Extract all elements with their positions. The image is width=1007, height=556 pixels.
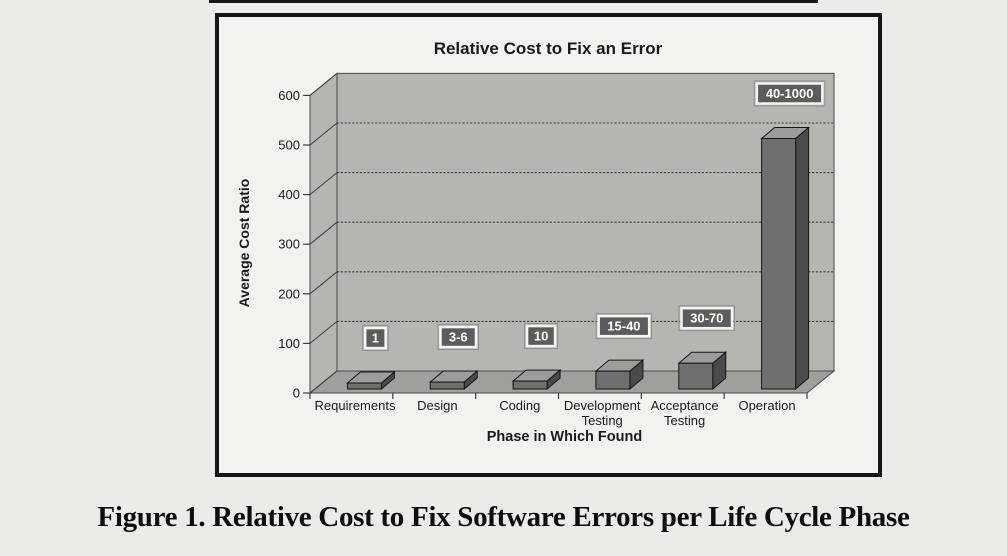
- data-label-box: [363, 326, 387, 350]
- bar-front-face: [429, 381, 465, 390]
- category-label: Design: [417, 398, 457, 413]
- data-label-outer: [524, 323, 559, 350]
- data-label-box: [597, 314, 651, 338]
- y-tick-label: 400: [278, 187, 300, 202]
- y-tick-slant: [309, 321, 338, 344]
- bar-front-face: [512, 380, 548, 390]
- y-tick-slant: [309, 271, 338, 295]
- data-label-outer: [437, 324, 479, 351]
- scan-artifact-line: [209, 0, 818, 3]
- bar-front-face: [678, 362, 714, 390]
- category-label: Operation: [738, 398, 795, 413]
- y-tick-label: 100: [278, 336, 300, 351]
- data-label-text: 40-1000: [766, 86, 814, 101]
- y-tick-slant: [309, 122, 338, 146]
- data-label-box: [525, 324, 557, 348]
- data-label-outer: [753, 80, 826, 107]
- category-label: Development: [564, 398, 641, 413]
- y-tick-slant: [309, 73, 338, 96]
- category-label: Coding: [499, 398, 540, 413]
- category-label: Testing: [582, 413, 623, 428]
- bar-side-face: [795, 126, 810, 391]
- data-label-outer: [678, 305, 735, 332]
- data-label-text: 15-40: [607, 319, 640, 334]
- category-label: Testing: [664, 413, 705, 428]
- y-tick-slant: [309, 370, 338, 394]
- cost-ratio-3d-bar-chart: 0 100 200 300 400 500 600 1 3-6 10 15-40 30-70 40-10…: [236, 39, 836, 445]
- data-label-text: 3-6: [449, 330, 468, 345]
- category-label: Requirements: [315, 398, 396, 413]
- data-label-outer: [362, 325, 389, 352]
- bar-front-face: [595, 370, 631, 390]
- y-tick-label: 300: [278, 237, 300, 252]
- chart-frame: 0 100 200 300 400 500 600 1 3-6 10 15-40 30-70 40-10…: [215, 13, 882, 477]
- y-tick-label: 0: [293, 386, 300, 401]
- data-label-box: [680, 306, 734, 330]
- x-axis-title: Phase in Which Found: [487, 429, 642, 445]
- y-tick-label: 600: [278, 88, 300, 103]
- y-tick-slant: [309, 221, 338, 245]
- bar-front-face: [761, 138, 797, 390]
- data-label-box: [755, 82, 824, 105]
- y-tick-slant: [309, 172, 338, 195]
- y-axis-title: Average Cost Ratio: [236, 179, 252, 308]
- data-label-text: 30-70: [690, 311, 723, 326]
- data-label-outer: [595, 313, 653, 340]
- data-label-text: 10: [534, 329, 548, 344]
- data-label-text: 1: [372, 331, 379, 346]
- figure-caption: Figure 1. Relative Cost to Fix Software …: [97, 501, 910, 533]
- y-tick-label: 200: [278, 286, 300, 301]
- y-tick-label: 500: [278, 138, 300, 153]
- category-label: Acceptance: [651, 398, 719, 413]
- chart-title: Relative Cost to Fix an Error: [434, 39, 663, 58]
- bar-front-face: [346, 382, 382, 390]
- data-label-box: [439, 325, 478, 349]
